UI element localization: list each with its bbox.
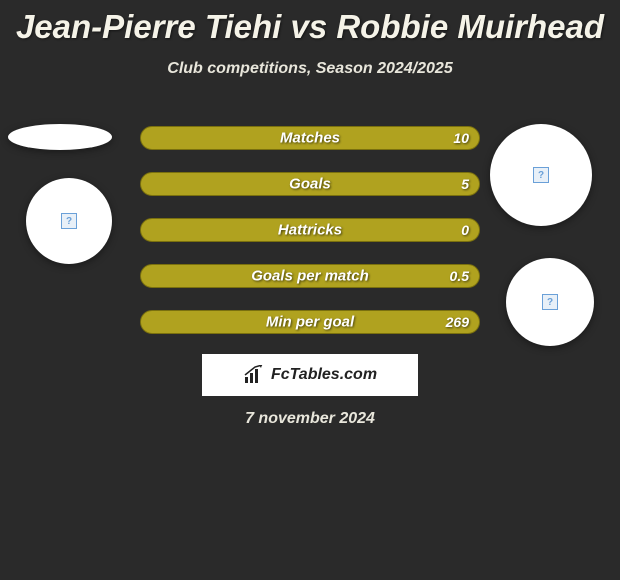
date-label: 7 november 2024 bbox=[245, 410, 375, 428]
stat-bar-label: Hattricks bbox=[278, 222, 342, 239]
ellipse-left bbox=[8, 124, 112, 150]
page-title: Jean-Pierre Tiehi vs Robbie Muirhead bbox=[0, 0, 620, 46]
stat-bar: Goals 5 bbox=[140, 172, 480, 196]
stat-bar-label: Min per goal bbox=[266, 314, 354, 331]
bar-chart-icon bbox=[243, 365, 265, 385]
stat-bar: Matches 10 bbox=[140, 126, 480, 150]
stat-bar: Goals per match 0.5 bbox=[140, 264, 480, 288]
stat-bar-value: 0.5 bbox=[450, 268, 469, 284]
stat-bar-label: Goals per match bbox=[251, 268, 369, 285]
circle-right-top: ? bbox=[490, 124, 592, 226]
stat-bar-label: Matches bbox=[280, 130, 340, 147]
stat-bar-value: 0 bbox=[461, 222, 469, 238]
image-placeholder-icon: ? bbox=[61, 213, 77, 229]
image-placeholder-icon: ? bbox=[533, 167, 549, 183]
circle-right-bottom: ? bbox=[506, 258, 594, 346]
brand-label: FcTables.com bbox=[271, 366, 377, 384]
stat-bar: Hattricks 0 bbox=[140, 218, 480, 242]
image-placeholder-icon: ? bbox=[542, 294, 558, 310]
stat-bar-value: 5 bbox=[461, 176, 469, 192]
stat-bars: Matches 10 Goals 5 Hattricks 0 Goals per match… bbox=[140, 126, 480, 356]
stat-bar-label: Goals bbox=[289, 176, 331, 193]
circle-left: ? bbox=[26, 178, 112, 264]
stat-bar: Min per goal 269 bbox=[140, 310, 480, 334]
stat-bar-value: 269 bbox=[446, 314, 469, 330]
brand-box: FcTables.com bbox=[202, 354, 418, 396]
stat-bar-value: 10 bbox=[453, 130, 469, 146]
subtitle: Club competitions, Season 2024/2025 bbox=[0, 60, 620, 78]
